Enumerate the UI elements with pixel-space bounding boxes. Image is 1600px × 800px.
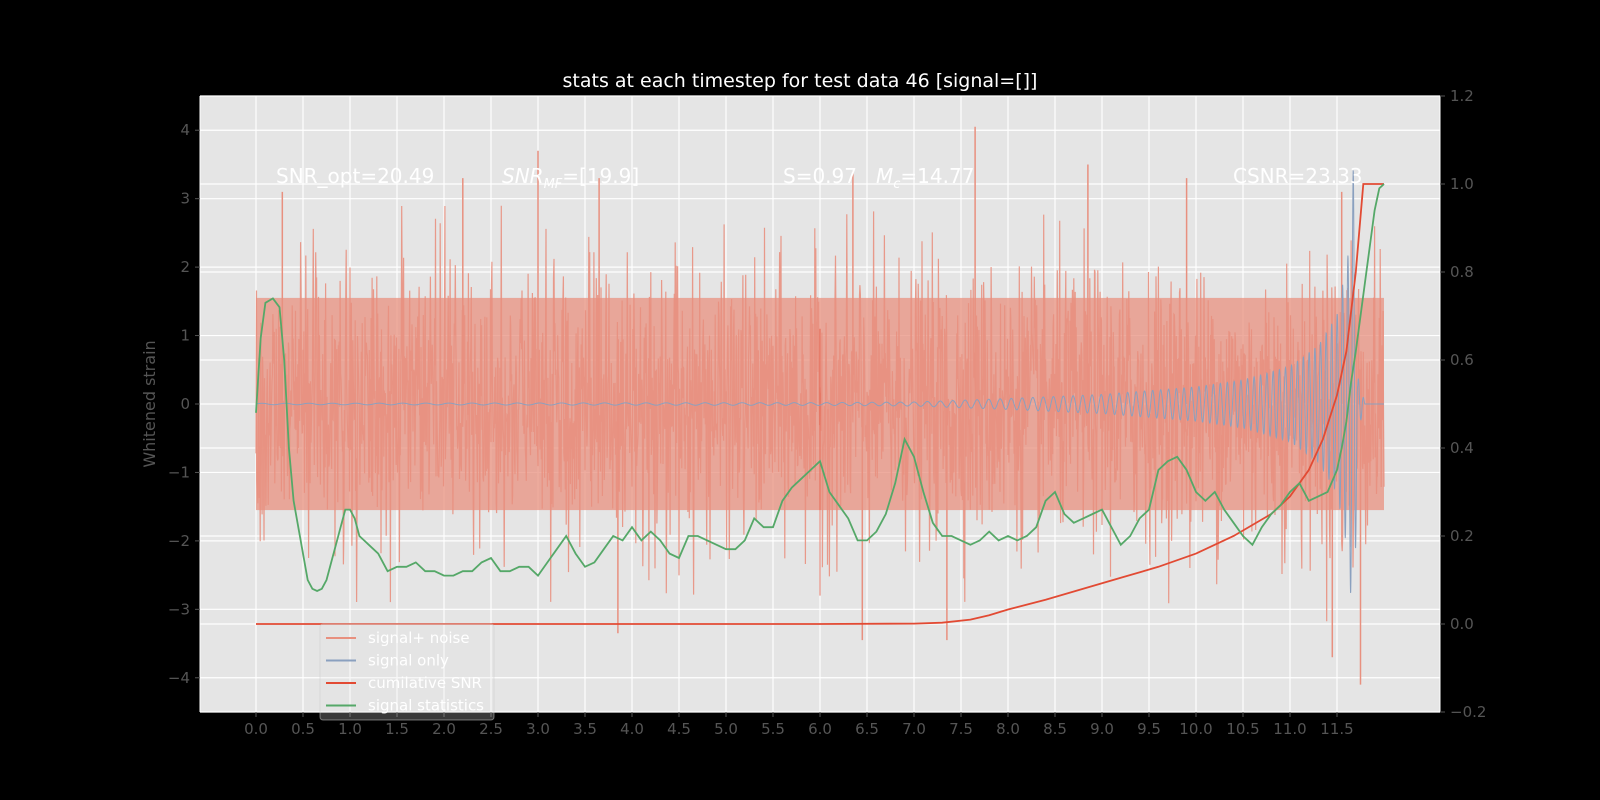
cumilative-snr-line <box>256 183 1384 625</box>
series-cumilative-snr <box>256 183 1384 625</box>
annotation-snr-mf-sub: MF <box>544 177 563 192</box>
x-tick-label-0: 0.0 <box>244 720 268 738</box>
series-signal-only <box>255 170 1384 593</box>
y-tick-label-1: −3 <box>168 600 190 618</box>
legend-label-3: signal statistics <box>368 697 484 715</box>
chart-title: stats at each timestep for test data 46 … <box>563 70 1038 92</box>
series-signal-statistics <box>255 183 1385 592</box>
x-tick-label-1: 0.5 <box>291 720 315 738</box>
y-tick-label-4: 0 <box>180 395 190 413</box>
x-tick-label-17: 8.5 <box>1043 720 1067 738</box>
x-tick-label-22: 11.0 <box>1273 720 1306 738</box>
y2-tick-label-5: 0.8 <box>1450 263 1474 281</box>
y-tick-label-0: −4 <box>168 669 190 687</box>
axes: 0.0 0.5 1.0 1.5 2.0 2.5 3.0 3.5 4.0 4.5 5.0 5.5 6.0 6… <box>168 87 1487 738</box>
y2-tick-label-4: 0.6 <box>1450 351 1474 369</box>
x-tick-label-7: 3.5 <box>573 720 597 738</box>
x-tick-label-23: 11.5 <box>1320 720 1353 738</box>
y-tick-label-7: 3 <box>180 190 190 208</box>
annotation-mc: Mc=14.77 <box>876 164 974 192</box>
legend-label-2: cumilative SNR <box>368 674 482 692</box>
x-tick-label-18: 9.0 <box>1090 720 1114 738</box>
x-tick-label-19: 9.5 <box>1137 720 1161 738</box>
x-tick-label-21: 10.5 <box>1226 720 1259 738</box>
legend-box <box>319 623 495 721</box>
x-tick-label-9: 4.5 <box>667 720 691 738</box>
x-tick-label-15: 7.5 <box>949 720 973 738</box>
annotations: SNR_opt=20.49 SNRMF=[19.9] S=0.97 Mc=14.… <box>276 164 1363 192</box>
y2-tick-label-3: 0.4 <box>1450 439 1474 457</box>
annotation-snr-mf: SNRMF=[19.9] <box>502 164 639 192</box>
x-tick-label-8: 4.0 <box>620 720 644 738</box>
annotation-s-stat: S=0.97 <box>783 164 857 188</box>
y-tick-label-5: 1 <box>180 327 190 345</box>
x-tick-label-16: 8.0 <box>996 720 1020 738</box>
x-tick-label-20: 10.0 <box>1179 720 1212 738</box>
y-tick-label-2: −2 <box>168 532 190 550</box>
annotation-mc-value: =14.77 <box>900 164 974 188</box>
x-tick-label-3: 1.5 <box>385 720 409 738</box>
legend-label-1: signal only <box>368 652 449 670</box>
x-tick-label-11: 5.5 <box>761 720 785 738</box>
y-axis-label: Whitened strain <box>140 340 159 467</box>
annotation-mc-symbol: M <box>876 164 893 188</box>
legend: signal+ noise signal only cumilative SNR si… <box>319 623 495 721</box>
x-tick-label-4: 2.0 <box>432 720 456 738</box>
annotation-snr-mf-label: SNR <box>502 164 544 188</box>
annotation-mc-sub: c <box>893 177 900 192</box>
y-tick-label-3: −1 <box>168 463 190 481</box>
y-tick-label-8: 4 <box>180 121 190 139</box>
x-tick-label-2: 1.0 <box>338 720 362 738</box>
signal-chirp <box>255 170 1384 593</box>
y2-tick-label-6: 1.0 <box>1450 175 1474 193</box>
legend-label-0: signal+ noise <box>368 629 470 647</box>
y2-tick-label-0: −0.2 <box>1450 703 1486 721</box>
y2-tick-label-2: 0.2 <box>1450 527 1474 545</box>
annotation-csnr: CSNR=23.33 <box>1233 164 1363 188</box>
y2-tick-label-1: 0.0 <box>1450 615 1474 633</box>
y2-tick-label-7: 1.2 <box>1450 87 1474 105</box>
annotation-snr-opt: SNR_opt=20.49 <box>276 164 434 188</box>
y-tick-label-6: 2 <box>180 258 190 276</box>
signal-statistics-line <box>255 183 1385 592</box>
x-tick-label-10: 5.0 <box>714 720 738 738</box>
x-tick-label-13: 6.5 <box>855 720 879 738</box>
x-tick-label-12: 6.0 <box>808 720 832 738</box>
x-tick-label-5: 2.5 <box>479 720 503 738</box>
annotation-snr-mf-value: =[19.9] <box>562 164 639 188</box>
x-tick-label-6: 3.0 <box>526 720 550 738</box>
x-tick-label-14: 7.0 <box>902 720 926 738</box>
